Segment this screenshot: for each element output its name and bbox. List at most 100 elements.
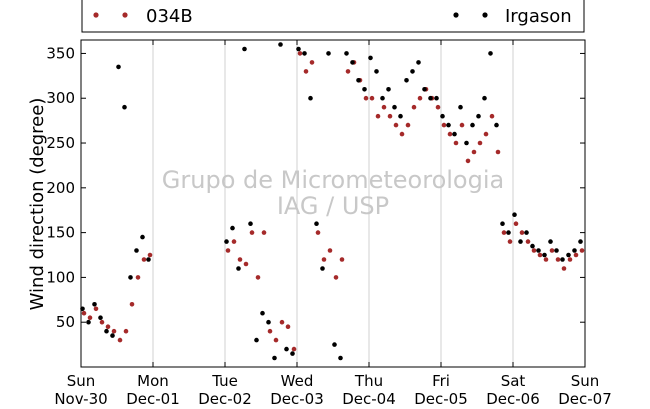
- x-tick-label-day-7: Sun: [571, 372, 600, 390]
- point-irgason-43: [410, 69, 415, 74]
- point-034b-52: [465, 158, 471, 164]
- point-irgason-7: [122, 104, 127, 110]
- point-irgason-18: [260, 310, 265, 316]
- point-034b-62: [525, 239, 531, 244]
- point-034b-67: [555, 257, 561, 262]
- point-034b-36: [369, 95, 375, 101]
- y-tick-label-150: 150: [46, 224, 75, 242]
- x-tick-label-date-5: Dec-05: [414, 390, 468, 408]
- point-irgason-12: [224, 239, 229, 244]
- point-034b-17: [255, 275, 261, 280]
- legend-label-irgason: Irgason: [505, 6, 572, 27]
- x-tick-label-day-3: Wed: [281, 372, 314, 390]
- y-tick-label-350: 350: [46, 44, 75, 62]
- point-034b-0: [81, 310, 87, 316]
- point-irgason-50: [452, 131, 457, 137]
- y-tick-label-250: 250: [46, 134, 75, 152]
- point-irgason-16: [248, 221, 253, 226]
- point-irgason-39: [386, 87, 391, 92]
- point-034b-39: [387, 113, 393, 119]
- point-034b-15: [243, 261, 249, 267]
- point-034b-68: [561, 266, 567, 271]
- point-034b-32: [345, 69, 351, 74]
- point-irgason-53: [470, 122, 475, 128]
- point-034b-57: [495, 149, 501, 155]
- point-irgason-14: [236, 266, 241, 271]
- point-irgason-23: [290, 351, 295, 356]
- point-irgason-51: [458, 104, 463, 110]
- point-034b-3: [99, 319, 105, 325]
- point-034b-41: [399, 131, 405, 137]
- point-034b-13: [231, 239, 237, 244]
- point-irgason-42: [404, 78, 409, 83]
- point-irgason-25: [302, 51, 307, 56]
- x-axis: SunNov-30MonDec-01TueDec-02WedDec-03ThuD…: [54, 40, 612, 408]
- point-034b-71: [579, 248, 585, 253]
- point-034b-48: [441, 122, 447, 128]
- series-034b: [81, 51, 585, 352]
- point-irgason-27: [314, 221, 319, 226]
- point-034b-22: [285, 324, 291, 330]
- point-034b-8: [129, 302, 135, 307]
- x-tick-label-day-5: Fri: [432, 372, 450, 390]
- point-034b-60: [513, 221, 519, 226]
- point-034b-49: [447, 131, 453, 137]
- point-034b-35: [363, 95, 369, 101]
- point-034b-59: [507, 239, 513, 244]
- point-irgason-36: [368, 55, 373, 61]
- point-irgason-28: [320, 266, 325, 271]
- point-irgason-4: [104, 328, 109, 334]
- point-034b-7: [123, 328, 129, 334]
- point-034b-58: [501, 230, 507, 235]
- point-irgason-63: [530, 243, 535, 249]
- point-irgason-62: [524, 230, 529, 235]
- point-034b-42: [405, 122, 411, 128]
- point-irgason-49: [446, 122, 451, 128]
- legend-marker-034b-1: [93, 12, 99, 18]
- x-tick-label-day-1: Mon: [137, 372, 169, 390]
- point-irgason-66: [548, 239, 553, 244]
- point-irgason-34: [356, 78, 361, 83]
- point-irgason-31: [338, 355, 343, 361]
- y-tick-label-300: 300: [46, 89, 75, 107]
- point-irgason-10: [140, 234, 145, 240]
- point-irgason-21: [278, 42, 283, 47]
- point-034b-20: [273, 337, 279, 343]
- point-irgason-64: [536, 248, 541, 253]
- point-irgason-46: [428, 95, 433, 101]
- plot-area: [81, 40, 585, 367]
- point-irgason-6: [116, 64, 121, 70]
- point-034b-6: [117, 337, 123, 343]
- point-034b-31: [339, 257, 345, 262]
- point-034b-5: [111, 328, 117, 334]
- point-irgason-61: [518, 239, 523, 244]
- legend-entry-irgason: Irgason: [453, 6, 572, 27]
- point-034b-2: [93, 306, 99, 312]
- gridlines: [152, 40, 514, 367]
- point-irgason-3: [98, 315, 103, 321]
- point-irgason-68: [560, 257, 565, 262]
- point-034b-24: [297, 51, 303, 56]
- point-034b-14: [237, 257, 243, 262]
- watermark-line-1: Grupo de Micrometeorologia: [162, 166, 504, 194]
- point-irgason-41: [398, 113, 403, 119]
- point-irgason-71: [578, 239, 583, 244]
- legend-entry-034b: 034B: [93, 6, 193, 27]
- x-tick-label-date-2: Dec-02: [198, 390, 252, 408]
- point-irgason-58: [500, 221, 505, 226]
- y-axis: 50 100 150 200 250 300 350: [46, 44, 585, 331]
- y-tick-label-200: 200: [46, 179, 75, 197]
- point-034b-21: [279, 319, 285, 325]
- point-034b-1: [87, 315, 93, 321]
- point-034b-47: [435, 104, 441, 110]
- point-034b-50: [453, 140, 459, 146]
- point-034b-4: [105, 324, 111, 330]
- point-034b-53: [471, 149, 477, 155]
- point-irgason-20: [272, 355, 277, 361]
- point-034b-26: [309, 60, 315, 65]
- x-tick-label-date-7: Dec-07: [558, 390, 612, 408]
- point-irgason-60: [512, 212, 517, 217]
- legend-label-034b: 034B: [146, 6, 193, 27]
- legend-marker-irgason-1: [453, 12, 459, 18]
